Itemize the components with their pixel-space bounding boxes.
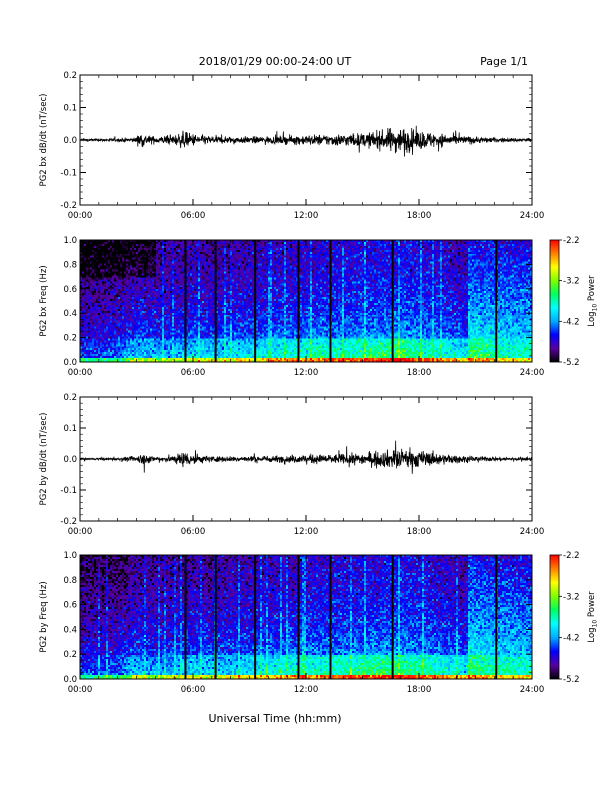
x-tick-label: 12:00 — [294, 211, 319, 221]
spectrogram-2 — [80, 240, 532, 362]
x-tick-label: 18:00 — [407, 211, 432, 221]
axes-2: 00:00 06:00 12:00 18:00 24:00 1.0 0.8 0.6 0.4 0.2… — [39, 236, 544, 378]
y-axis-label: PG2 by Freq (Hz) — [39, 581, 49, 652]
colorbar-tick-label: -5.2 — [563, 358, 580, 368]
colorbar-4: -2.2 -3.2 -4.2 -5.2 Log10 Power — [549, 551, 599, 685]
axes-1: 00:00 06:00 12:00 18:00 24:00 0.2 0.1 0.0 -0.1 -0… — [39, 71, 544, 221]
y-tick-label: 0.2 — [63, 71, 77, 81]
y-tick-label: 0.4 — [63, 309, 77, 319]
y-tick-label: -0.1 — [60, 169, 77, 179]
colorbar-tick-label: -4.2 — [563, 634, 580, 644]
colorbar-scale — [549, 554, 560, 680]
x-tick-label: 00:00 — [68, 527, 93, 537]
x-tick-label: 00:00 — [68, 211, 93, 221]
y-tick-label: 0.1 — [63, 424, 77, 434]
series-line-3 — [79, 440, 533, 474]
x-tick-label: 06:00 — [181, 685, 206, 695]
x-tick-label: 12:00 — [294, 368, 319, 378]
x-tick-label: 06:00 — [181, 368, 206, 378]
colorbar-label: Log10 Power — [587, 591, 599, 643]
y-axis-label: PG2 bx Freq (Hz) — [39, 265, 49, 336]
y-tick-label: -0.2 — [60, 517, 77, 527]
page-title: 2018/01/29 00:00-24:00 UT — [199, 55, 352, 68]
series-line-1 — [79, 125, 533, 157]
y-axis-label: PG2 bx dB/dt (nT/sec) — [39, 94, 49, 187]
y-tick-label: 0.1 — [63, 104, 77, 114]
x-tick-label: 12:00 — [294, 527, 319, 537]
colorbar-label: Log10 Power — [587, 275, 599, 327]
y-tick-label: -0.2 — [60, 201, 77, 211]
y-tick-label: 0.2 — [63, 334, 77, 344]
y-tick-label: 0.6 — [63, 285, 77, 295]
panels: 00:00 06:00 12:00 18:00 24:00 0.2 0.1 0.0 -0.1 -0… — [39, 71, 599, 695]
x-tick-label: 06:00 — [181, 211, 206, 221]
colorbar-2: -2.2 -3.2 -4.2 -5.2 Log10 Power — [549, 236, 599, 368]
axes-4: 00:00 06:00 12:00 18:00 24:00 1.0 0.8 0.6 0.4 0.2… — [39, 551, 544, 695]
y-tick-label: 0.4 — [63, 625, 77, 635]
x-tick-label: 18:00 — [407, 527, 432, 537]
x-tick-label: 18:00 — [407, 368, 432, 378]
colorbar-tick-label: -2.2 — [563, 236, 580, 246]
y-tick-label: 0.0 — [63, 675, 77, 685]
x-tick-label: 00:00 — [68, 685, 93, 695]
y-tick-label: 0.2 — [63, 393, 77, 403]
colorbar-tick-label: -4.2 — [563, 317, 580, 327]
x-axis-label: Universal Time (hh:mm) — [209, 712, 342, 725]
y-tick-label: 0.8 — [63, 576, 77, 586]
x-tick-label: 06:00 — [181, 527, 206, 537]
x-tick-label: 12:00 — [294, 685, 319, 695]
x-tick-label: 24:00 — [520, 368, 545, 378]
x-tick-label: 24:00 — [520, 527, 545, 537]
colorbar-tick-label: -3.2 — [563, 277, 580, 287]
colorbar-tick-label: -5.2 — [563, 675, 580, 685]
y-tick-label: 0.8 — [63, 260, 77, 270]
y-tick-label: 0.0 — [63, 358, 77, 368]
colorbar-scale — [549, 239, 560, 363]
x-tick-label: 00:00 — [68, 368, 93, 378]
y-tick-label: 0.2 — [63, 650, 77, 660]
y-tick-label: 0.0 — [63, 455, 77, 465]
y-tick-label: 1.0 — [63, 551, 77, 561]
y-tick-label: 0.6 — [63, 601, 77, 611]
colorbar-tick-label: -3.2 — [563, 592, 580, 602]
x-tick-label: 24:00 — [520, 211, 545, 221]
x-tick-label: 24:00 — [520, 685, 545, 695]
colorbar-tick-label: -2.2 — [563, 551, 580, 561]
spectrogram-4 — [80, 555, 532, 679]
y-axis-label: PG2 by dB/dt (nT/sec) — [39, 413, 49, 506]
y-tick-label: 0.0 — [63, 136, 77, 146]
y-tick-label: -0.1 — [60, 486, 77, 496]
x-tick-label: 18:00 — [407, 685, 432, 695]
page-number: Page 1/1 — [480, 55, 528, 68]
axes-3: 00:00 06:00 12:00 18:00 24:00 0.2 0.1 0.0 -0.1 -0… — [39, 393, 544, 537]
y-tick-label: 1.0 — [63, 236, 77, 246]
